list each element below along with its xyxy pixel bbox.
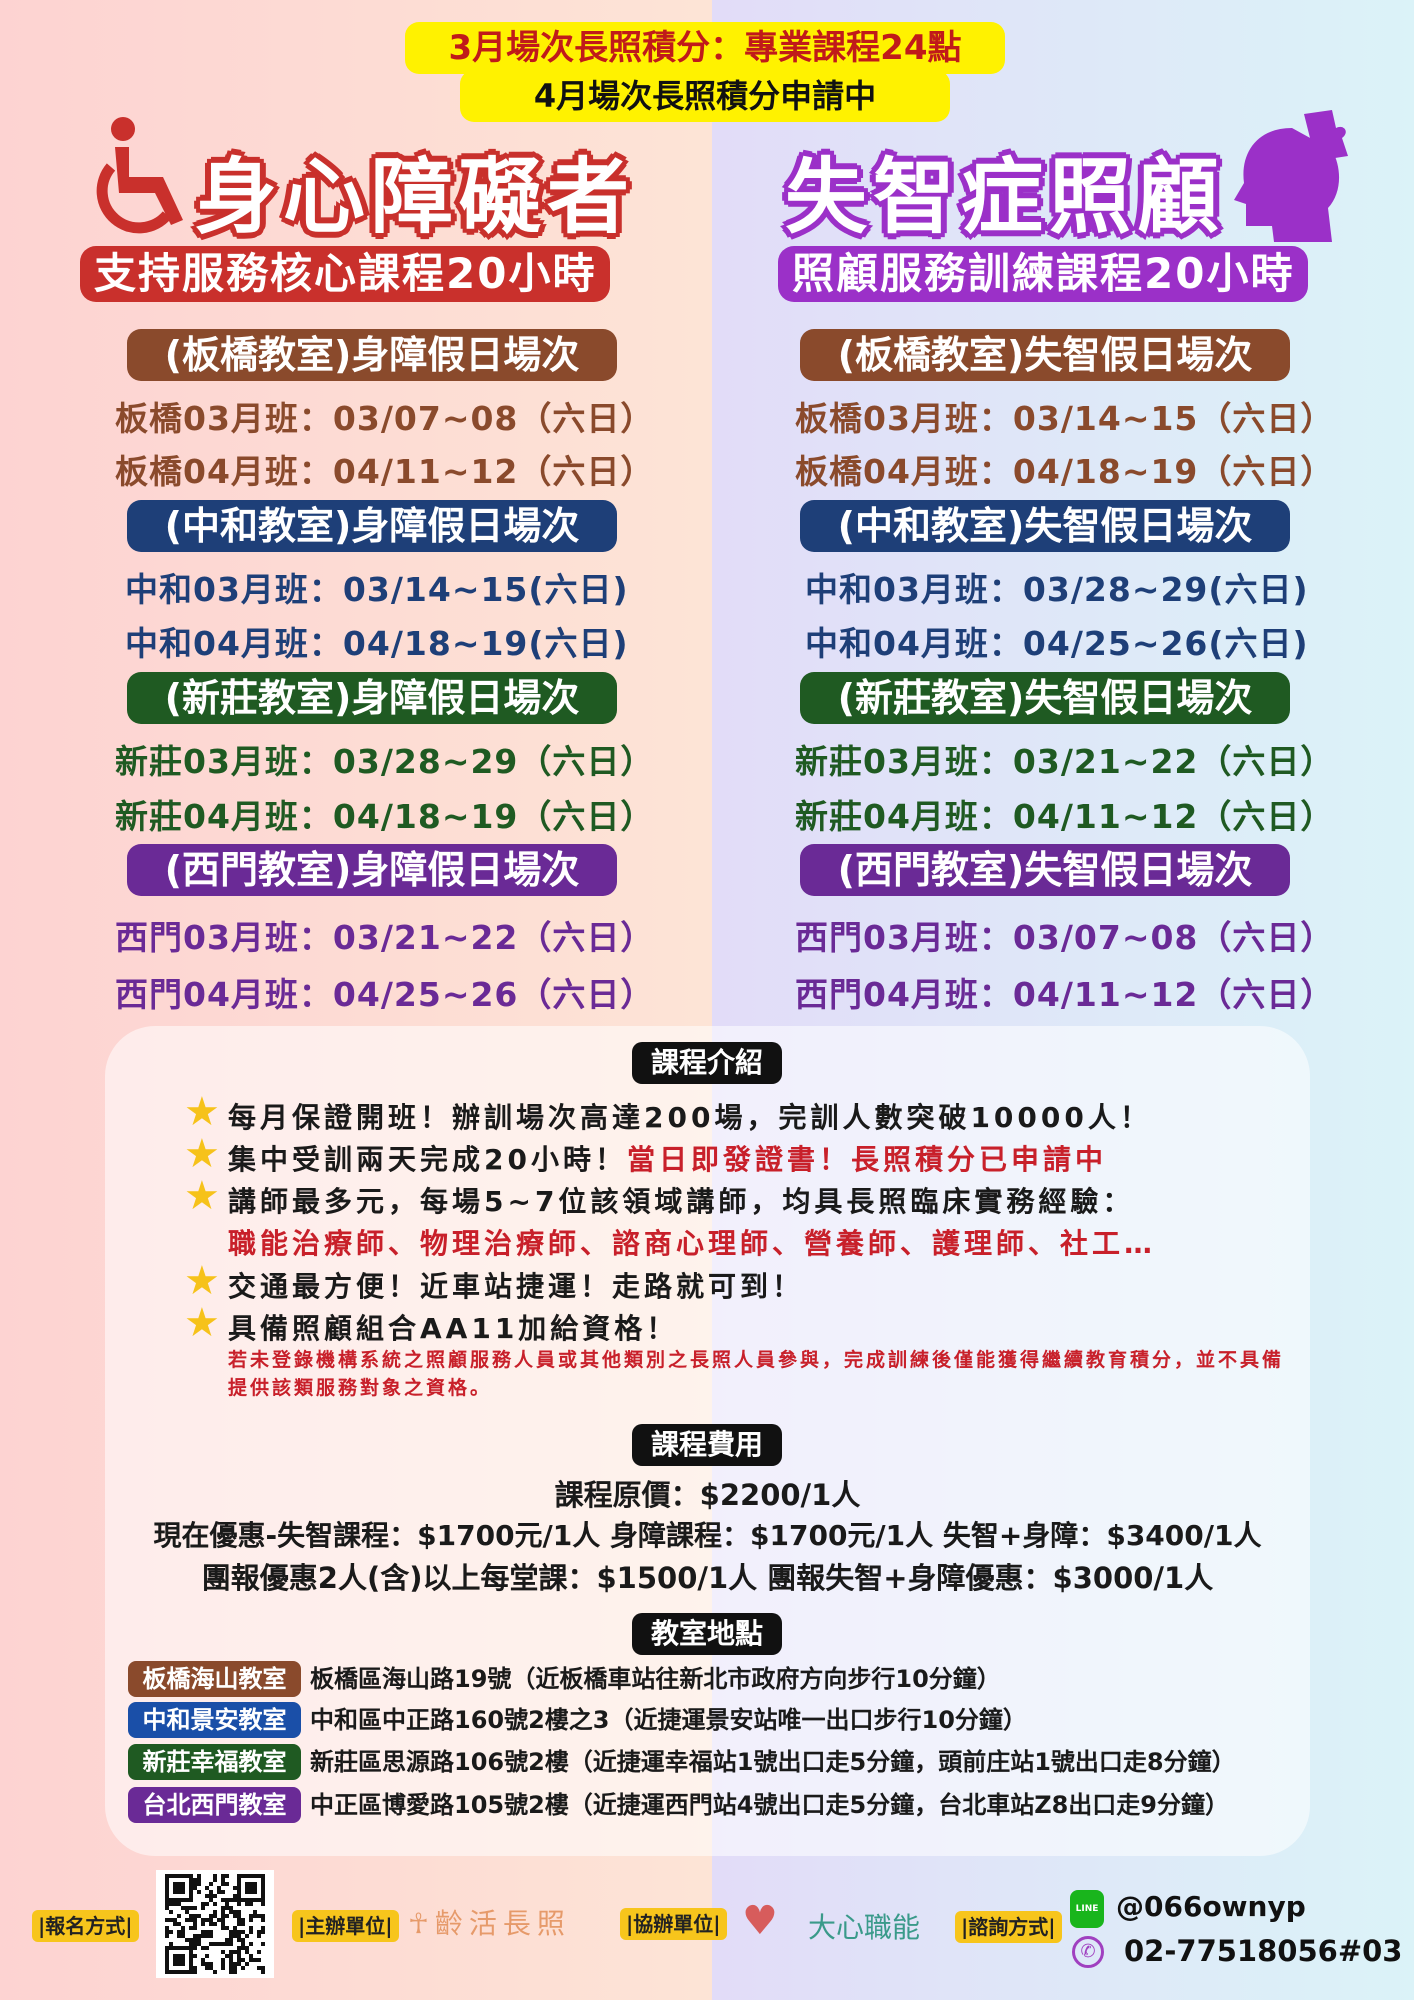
section-banqiao-disability: (板橋教室)身障假日場次 [127, 329, 617, 381]
qr-code[interactable] [156, 1870, 274, 1978]
section-xinzhuang-dementia: (新莊教室)失智假日場次 [800, 672, 1290, 724]
fee-discount: 現在優惠-失智課程：$1700元/1人 身障課程：$1700元/1人 失智+身障… [153, 1519, 1262, 1552]
register-label: |報名方式| [32, 1910, 139, 1942]
coorganizer-name: 大心職能 [808, 1911, 921, 1944]
section-ximen-dementia: (西門教室)失智假日場次 [800, 844, 1290, 896]
intro-bullet: 具備照顧組合AA11加給資格！ [228, 1312, 679, 1345]
coorganizer-label: |協辦單位| [620, 1908, 727, 1940]
instructor-types: 職能治療師、物理治療師、諮商心理師、營養師、護理師、社工… [228, 1227, 1157, 1260]
location-address: 板橋區海山路19號（近板橋車站往新北市政府方向步行10分鐘） [310, 1665, 1001, 1693]
contact-label: |諮詢方式| [955, 1911, 1062, 1943]
schedule-row: 中和04月班：04/25~26(六日) [805, 624, 1309, 663]
credit-banner-april: 4月場次長照積分申請中 [460, 70, 950, 122]
wheelchair-icon [96, 117, 183, 234]
phone-icon: ✆ [1072, 1936, 1104, 1968]
section-banqiao-dementia: (板橋教室)失智假日場次 [800, 329, 1290, 381]
credit-banner-march: 3月場次長照積分：專業課程24點 [405, 22, 1005, 74]
organizer-logo: ☥齡活長照 [408, 1902, 571, 1942]
schedule-row: 新莊04月班：04/11~12（六日） [795, 797, 1335, 836]
organizer-name: 齡活長照 [434, 1907, 571, 1940]
star-icon: ★ [184, 1173, 220, 1219]
schedule-row: 西門04月班：04/25~26（六日） [115, 975, 655, 1014]
section-zhonghe-dementia: (中和教室)失智假日場次 [800, 500, 1290, 552]
schedule-row: 西門03月班：03/07~08（六日） [795, 918, 1335, 957]
disability-title: 身心障礙者 [193, 149, 636, 247]
line-icon: LINE [1070, 1890, 1104, 1928]
star-icon: ★ [184, 1131, 220, 1177]
dementia-subtitle: 照顧服務訓練課程20小時 [778, 246, 1309, 302]
intro-bullet-highlight: 當日即發證書！長照積分已申請中 [626, 1143, 1107, 1176]
line-id[interactable]: @066ownyp [1116, 1890, 1306, 1923]
section-xinzhuang-disability: (新莊教室)身障假日場次 [127, 672, 617, 724]
location-label: 台北西門教室 [128, 1787, 301, 1823]
star-icon: ★ [184, 1089, 220, 1135]
schedule-row: 西門03月班：03/21~22（六日） [115, 918, 655, 957]
location-address: 新莊區思源路106號2樓（近捷運幸福站1號出口走5分鐘，頭前庄站1號出口走8分鐘… [310, 1748, 1236, 1776]
organizer-label: |主辦單位| [292, 1910, 399, 1942]
location-label: 板橋海山教室 [128, 1661, 301, 1697]
intro-header: 課程介紹 [632, 1042, 782, 1084]
dementia-title: 失智症照顧 [783, 149, 1226, 247]
location-address: 中正區博愛路105號2樓（近捷運西門站4號出口走5分鐘，台北車站Z8出口走9分鐘… [310, 1791, 1229, 1819]
schedule-row: 中和04月班：04/18~19(六日) [125, 624, 629, 663]
schedule-row: 板橋04月班：04/11~12（六日） [115, 452, 655, 491]
location-label: 中和景安教室 [128, 1702, 301, 1738]
intro-note: 若未登錄機構系統之照顧服務人員或其他類別之長照人員參與，完成訓練後僅能獲得繼續教… [228, 1349, 1285, 1399]
schedule-row: 新莊03月班：03/28~29（六日） [115, 742, 655, 781]
fees-header: 課程費用 [632, 1424, 782, 1466]
section-ximen-disability: (西門教室)身障假日場次 [127, 844, 617, 896]
schedule-row: 西門04月班：04/11~12（六日） [795, 975, 1335, 1014]
fee-group: 團報優惠2人(含)以上每堂課：$1500/1人 團報失智+身障優惠：$3000/… [201, 1561, 1214, 1595]
person-icon: ☥ [408, 1907, 435, 1940]
schedule-row: 板橋03月班：03/07~08（六日） [115, 399, 655, 438]
location-address: 中和區中正路160號2樓之3（近捷運景安站唯一出口步行10分鐘） [310, 1706, 1027, 1734]
intro-bullet-text: 集中受訓兩天完成20小時！ [228, 1143, 627, 1176]
intro-bullet: 集中受訓兩天完成20小時！當日即發證書！長照積分已申請中 [228, 1138, 1107, 1178]
heart-icon: ♥ [742, 1898, 778, 1944]
head-puzzle-icon [1234, 110, 1348, 242]
locations-header: 教室地點 [632, 1613, 782, 1655]
intro-bullet: 每月保證開班！辦訓場次高達200場，完訓人數突破10000人！ [228, 1101, 1152, 1134]
intro-bullet: 講師最多元，每場5~7位該領域講師，均具長照臨床實務經驗： [228, 1185, 1135, 1218]
disability-subtitle: 支持服務核心課程20小時 [80, 246, 611, 302]
schedule-row: 新莊04月班：04/18~19（六日） [115, 797, 655, 836]
schedule-row: 板橋03月班：03/14~15（六日） [795, 399, 1335, 438]
schedule-row: 中和03月班：03/28~29(六日) [805, 570, 1309, 609]
star-icon: ★ [184, 1300, 220, 1346]
section-zhonghe-disability: (中和教室)身障假日場次 [127, 500, 617, 552]
schedule-row: 中和03月班：03/14~15(六日) [125, 570, 629, 609]
schedule-row: 板橋04月班：04/18~19（六日） [795, 452, 1335, 491]
phone-number[interactable]: 02-77518056#03 [1124, 1934, 1403, 1968]
schedule-row: 新莊03月班：03/21~22（六日） [795, 742, 1335, 781]
intro-bullet: 交通最方便！近車站捷運！走路就可到！ [228, 1270, 805, 1303]
location-label: 新莊幸福教室 [128, 1744, 301, 1780]
star-icon: ★ [184, 1258, 220, 1304]
fee-original: 課程原價：$2200/1人 [554, 1478, 861, 1512]
